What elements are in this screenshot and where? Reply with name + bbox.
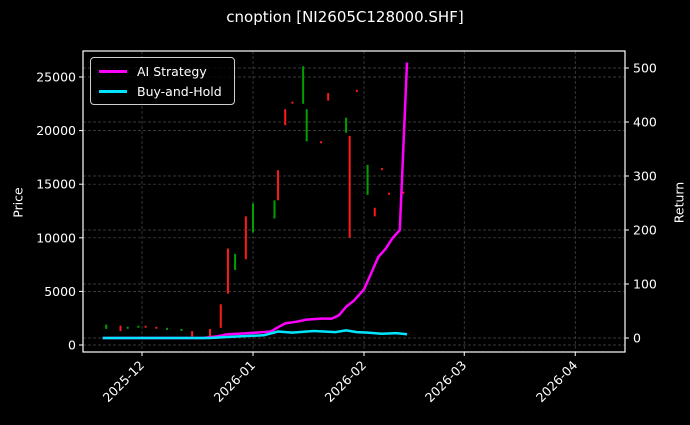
y-right-tick-label: 0 [633,331,641,346]
legend-label: AI Strategy [137,63,207,79]
chart-title: cnoption [NI2605C128000.SHF] [226,8,464,26]
y-left-tick-label: 0 [68,338,76,353]
candlestick-small [291,101,294,104]
candlestick [273,200,276,219]
candlestick [252,203,254,233]
candlestick-small [388,192,391,195]
x-tick-label: 2026-03 [422,358,470,406]
candlestick-small [320,141,323,144]
legend-label: Buy-and-Hold [137,83,222,99]
candlestick [219,304,222,328]
axes-frame [82,50,626,353]
candlestick-small [180,328,183,331]
y-right-tick-label: 100 [633,277,657,292]
candlestick [284,109,287,126]
candlestick [302,66,305,104]
legend: AI Strategy Buy-and-Hold [90,57,235,105]
x-tick-label: 2025-12 [100,358,148,406]
y-right-tick-label: 300 [633,169,657,184]
y-right-tick-label: 200 [633,223,657,238]
candlestick-small [355,89,358,92]
candlestick [305,109,308,142]
buy-and-hold-line [102,329,408,340]
y-axis-right-label: Return [671,181,687,224]
candlestick-small [144,325,147,328]
x-tick-label: 2026-04 [533,357,581,405]
candlestick [119,325,122,332]
legend-item-buy-and-hold: Buy-and-Hold [99,83,222,99]
legend-item-ai-strategy: AI Strategy [99,63,207,79]
candlestick [348,135,351,238]
candlestick-small [126,326,129,329]
candlestick [209,328,212,337]
legend-swatch-icon [99,89,127,93]
candlestick [244,216,247,260]
candlestick-small [402,191,405,194]
y-left-tick-label: 15000 [36,177,76,192]
y-left-tick-label: 20000 [36,123,76,138]
x-tick-label: 2026-01 [211,358,259,406]
y-axis-left-label: Price [10,187,26,218]
candlestick [277,170,280,201]
candlestick-small [166,327,169,330]
candlestick [191,331,194,337]
candlestick [345,117,348,133]
candlestick-small [155,326,158,329]
x-tick-label: 2026-02 [322,358,370,406]
candlestick [366,164,369,195]
candlestick [234,253,237,270]
candlestick [373,207,376,217]
candlestick [226,248,229,294]
y-right-tick-label: 500 [633,61,657,76]
candlestick-small [380,168,383,171]
candlestick [105,324,108,329]
legend-swatch-icon [99,69,127,73]
y-left-tick-label: 25000 [36,70,76,85]
y-left-tick-label: 10000 [36,230,76,245]
y-left-tick-label: 5000 [44,284,76,299]
candlestick-small [137,325,140,328]
candlestick [327,93,330,101]
y-right-tick-label: 400 [633,115,657,130]
